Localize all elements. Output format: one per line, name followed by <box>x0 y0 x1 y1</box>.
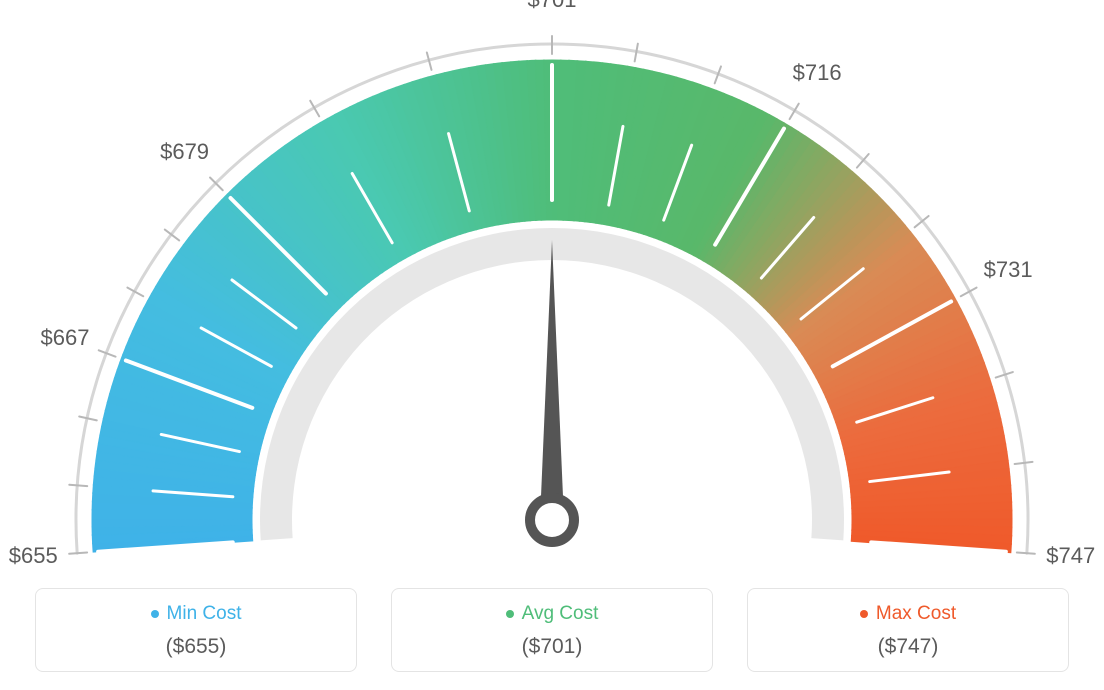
legend-row: Min Cost ($655) Avg Cost ($701) Max Cost… <box>0 588 1104 672</box>
legend-card-min: Min Cost ($655) <box>35 588 357 672</box>
legend-title-max: Max Cost <box>860 603 956 625</box>
legend-label-min: Min Cost <box>167 603 242 625</box>
legend-label-max: Max Cost <box>876 603 956 625</box>
legend-label-avg: Avg Cost <box>522 603 599 625</box>
legend-dot-min <box>151 610 159 618</box>
legend-title-min: Min Cost <box>151 603 242 625</box>
gauge-tick-label: $716 <box>793 60 842 86</box>
gauge-tick-label: $747 <box>1046 543 1095 569</box>
gauge-tick-label: $667 <box>41 325 90 351</box>
gauge-tick-label: $655 <box>9 543 58 569</box>
gauge-tick-label: $701 <box>528 0 577 13</box>
gauge-tick-label: $731 <box>984 257 1033 283</box>
legend-title-avg: Avg Cost <box>506 603 599 625</box>
legend-value-min: ($655) <box>46 635 346 659</box>
legend-value-avg: ($701) <box>402 635 702 659</box>
gauge-area: $655$667$679$701$716$731$747 <box>0 0 1104 560</box>
legend-dot-avg <box>506 610 514 618</box>
legend-card-max: Max Cost ($747) <box>747 588 1069 672</box>
gauge-svg <box>0 0 1104 560</box>
legend-dot-max <box>860 610 868 618</box>
gauge-tick-label: $679 <box>160 139 209 165</box>
legend-card-avg: Avg Cost ($701) <box>391 588 713 672</box>
legend-value-max: ($747) <box>758 635 1058 659</box>
cost-gauge-container: $655 $667 $679 $701 $716 $731 $747 Min Cost ($… <box>0 0 1104 690</box>
